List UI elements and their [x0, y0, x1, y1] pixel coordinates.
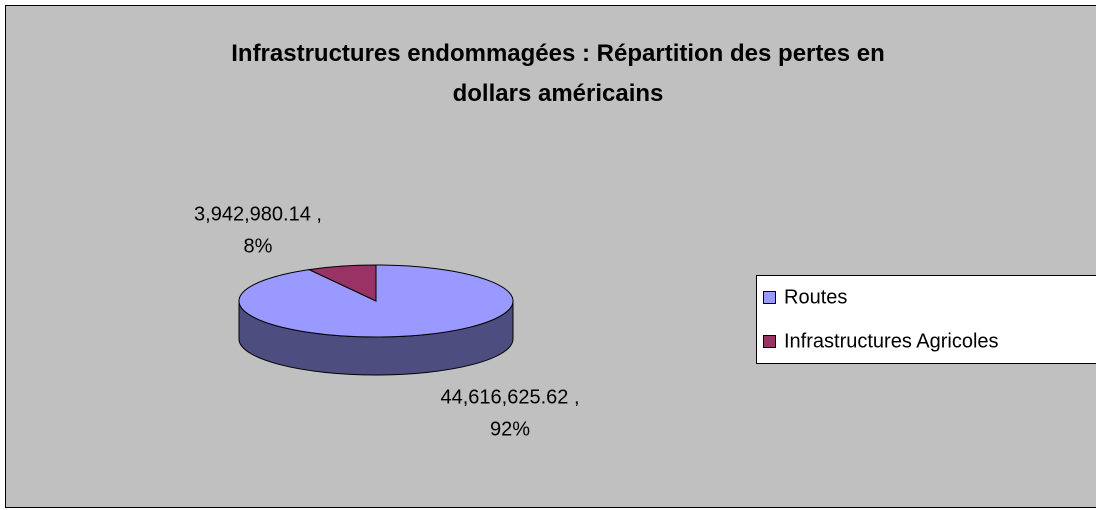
chart-area	[5, 5, 1096, 508]
legend-swatch	[763, 335, 776, 348]
data-label: 44,616,625.62 ,	[440, 386, 579, 408]
legend-label: Routes	[784, 286, 847, 308]
pie-slice	[307, 264, 377, 302]
legend-label: Infrastructures Agricoles	[784, 330, 999, 352]
data-label-percent: 92%	[490, 418, 530, 440]
legend-swatch	[763, 291, 776, 304]
legend	[756, 275, 1096, 364]
data-label-percent: 8%	[244, 235, 273, 257]
chart-title: Infrastructures endommagées : Répartitio…	[231, 40, 885, 107]
data-label: 3,942,980.14 ,	[194, 203, 322, 225]
